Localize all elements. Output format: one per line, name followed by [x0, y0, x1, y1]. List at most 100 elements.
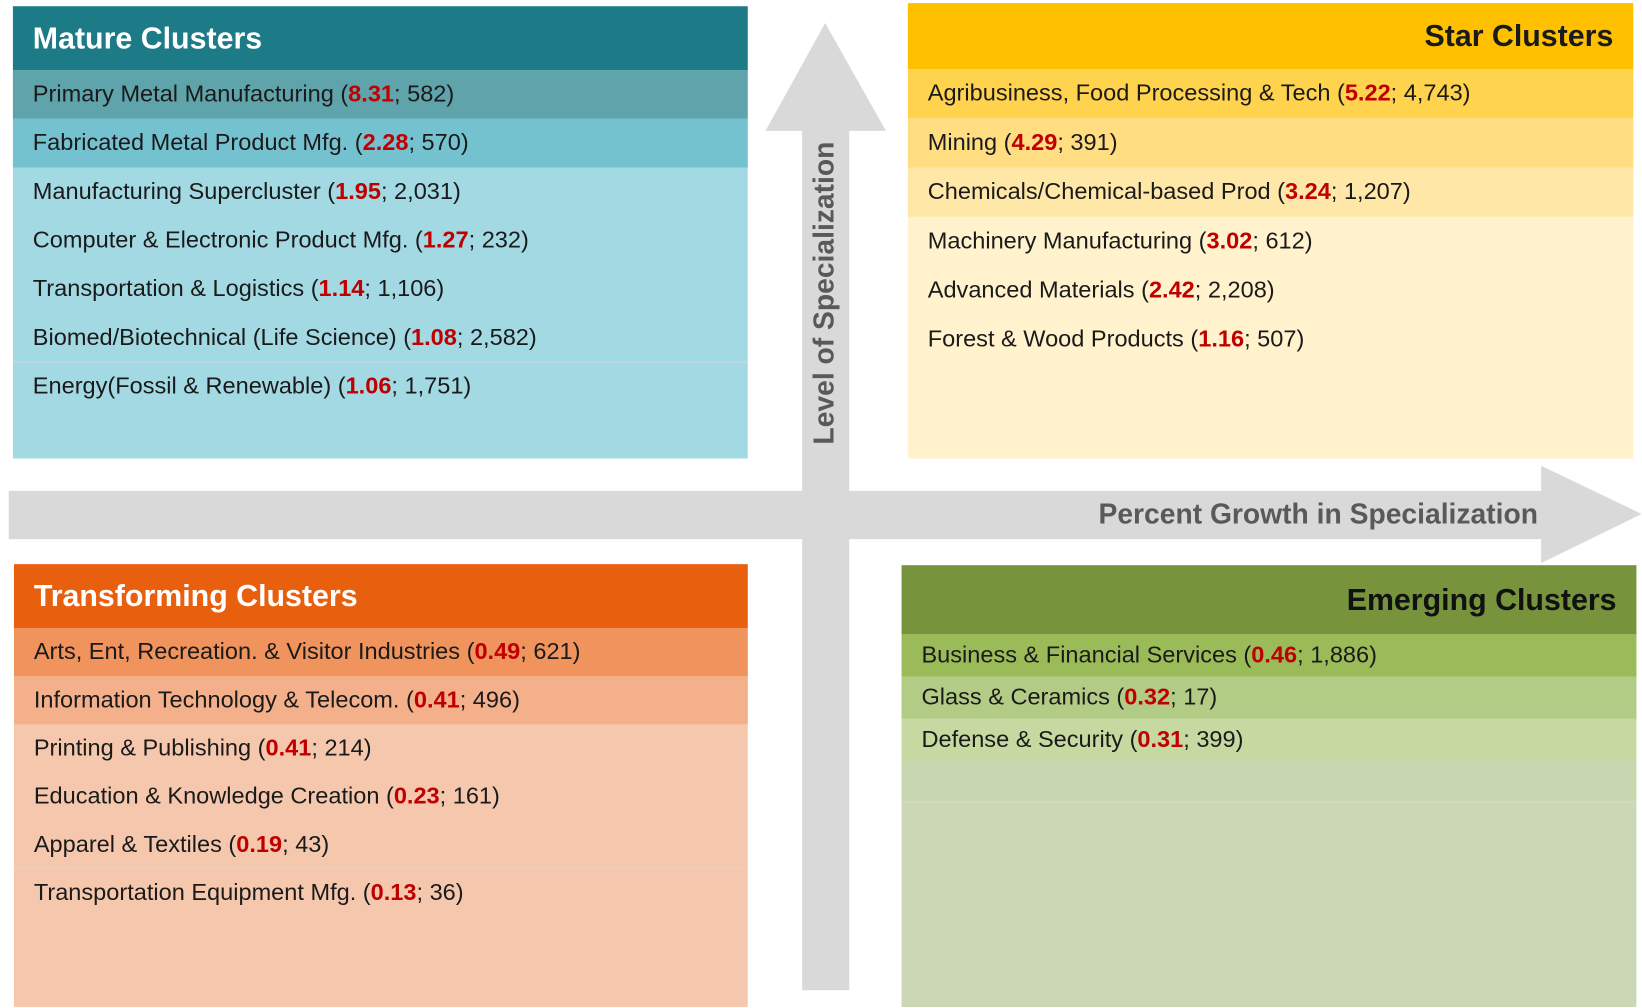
- row-band: [901, 634, 1637, 677]
- row-band: [901, 718, 1637, 761]
- employment-value: ; 36): [417, 879, 464, 905]
- quadrant-panel: Mature Clusters Primary Metal Manufacturi…: [12, 6, 748, 459]
- employment-value: ; 2,208): [1195, 277, 1275, 303]
- cluster-name: Manufacturing Supercluster (: [33, 178, 335, 204]
- cluster-item: Information Technology & Telecom. (0.41;…: [34, 687, 520, 713]
- cluster-item: Education & Knowledge Creation (0.23; 16…: [34, 783, 500, 809]
- row-band: [13, 628, 748, 677]
- panel-title: Emerging Clusters: [1347, 584, 1617, 617]
- specialization-value: 8.31: [348, 81, 394, 107]
- specialization-value: 1.95: [335, 178, 381, 204]
- cluster-item: Arts, Ent, Recreation. & Visitor Industr…: [34, 638, 581, 664]
- row-band: [12, 70, 748, 119]
- specialization-value: 0.32: [1124, 684, 1170, 710]
- cluster-item: Mining (4.29; 391): [928, 129, 1118, 155]
- cluster-item: Manufacturing Supercluster (1.95; 2,031): [33, 178, 461, 204]
- cluster-name: Arts, Ent, Recreation. & Visitor Industr…: [34, 638, 475, 664]
- row-band: [901, 760, 1637, 804]
- cluster-name: Biomed/Biotechnical (Life Science) (: [33, 324, 411, 350]
- specialization-value: 2.28: [363, 129, 409, 155]
- panel-title-bar: [901, 565, 1637, 635]
- specialization-value: 1.14: [319, 275, 365, 301]
- quadrant-panel: Transforming Clusters Arts, Ent, Recreati…: [13, 564, 748, 1007]
- panel-title: Mature Clusters: [33, 22, 262, 55]
- panel-title: Star Clusters: [1424, 20, 1613, 53]
- cluster-item: Fabricated Metal Product Mfg. (2.28; 570…: [33, 129, 469, 155]
- cluster-name: Glass & Ceramics (: [921, 684, 1124, 710]
- employment-value: ; 161): [440, 783, 500, 809]
- quadrant-panel: Star Clusters Agribusiness, Food Processi…: [907, 3, 1634, 459]
- employment-value: ; 2,031): [381, 178, 461, 204]
- cluster-item: Primary Metal Manufacturing (8.31; 582): [33, 81, 454, 107]
- specialization-value: 1.27: [423, 227, 469, 253]
- specialization-value: 4.29: [1012, 129, 1058, 155]
- cluster-item: Chemicals/Chemical-based Prod (3.24; 1,2…: [928, 178, 1411, 204]
- specialization-value: 2.42: [1149, 277, 1195, 303]
- panel-title-bar: [907, 3, 1634, 70]
- cluster-name: Chemicals/Chemical-based Prod (: [928, 178, 1285, 204]
- employment-value: ; 17): [1170, 684, 1217, 710]
- row-band: [13, 676, 748, 725]
- cluster-item: Printing & Publishing (0.41; 214): [34, 735, 372, 761]
- employment-value: ; 2,582): [457, 324, 537, 350]
- specialization-value: 1.08: [411, 324, 457, 350]
- panel-title-bar: [13, 564, 748, 629]
- employment-value: ; 1,207): [1331, 178, 1411, 204]
- employment-value: ; 214): [311, 735, 371, 761]
- specialization-value: 0.49: [474, 638, 520, 664]
- cluster-name: Mining (: [928, 129, 1012, 155]
- specialization-value: 5.22: [1345, 80, 1391, 106]
- panel-title: Transforming Clusters: [34, 580, 358, 613]
- cluster-item: Transportation Equipment Mfg. (0.13; 36): [34, 879, 464, 905]
- cluster-name: Advanced Materials (: [928, 277, 1149, 303]
- employment-value: ; 582): [394, 81, 454, 107]
- cluster-item: Business & Financial Services (0.46; 1,8…: [921, 642, 1377, 668]
- specialization-value: 3.24: [1285, 178, 1331, 204]
- employment-value: ; 612): [1252, 228, 1312, 254]
- cluster-item: Biomed/Biotechnical (Life Science) (1.08…: [33, 324, 537, 350]
- row-band: [907, 118, 1634, 168]
- cluster-name: Transportation Equipment Mfg. (: [34, 879, 371, 905]
- cluster-name: Transportation & Logistics (: [33, 275, 319, 301]
- cluster-name: Primary Metal Manufacturing (: [33, 81, 349, 107]
- vertical-axis-label: Level of Specialization: [808, 142, 840, 445]
- cluster-item: Glass & Ceramics (0.32; 17): [921, 684, 1217, 710]
- employment-value: ; 399): [1183, 726, 1243, 752]
- panels: Mature Clusters Primary Metal Manufacturi…: [12, 3, 1637, 1007]
- specialization-value: 0.41: [414, 687, 460, 713]
- cluster-item: Agribusiness, Food Processing & Tech (5.…: [928, 80, 1471, 106]
- cluster-item: Defense & Security (0.31; 399): [921, 726, 1243, 752]
- cluster-name: Machinery Manufacturing (: [928, 228, 1207, 254]
- employment-value: ; 496): [460, 687, 520, 713]
- cluster-item: Transportation & Logistics (1.14; 1,106): [33, 275, 444, 301]
- employment-value: ; 570): [408, 129, 468, 155]
- panel-title-bar: [12, 6, 748, 71]
- cluster-item: Machinery Manufacturing (3.02; 612): [928, 228, 1313, 254]
- cluster-name: Fabricated Metal Product Mfg. (: [33, 129, 363, 155]
- specialization-value: 0.46: [1251, 642, 1297, 668]
- specialization-value: 3.02: [1207, 228, 1253, 254]
- specialization-value: 0.31: [1137, 726, 1183, 752]
- specialization-value: 0.41: [266, 735, 312, 761]
- row-band: [907, 167, 1634, 217]
- cluster-item: Energy(Fossil & Renewable) (1.06; 1,751): [33, 373, 471, 399]
- cluster-item: Advanced Materials (2.42; 2,208): [928, 277, 1275, 303]
- employment-value: ; 43): [282, 831, 329, 857]
- employment-value: ; 232): [469, 227, 529, 253]
- horizontal-arrow: [8, 465, 1642, 564]
- cluster-name: Defense & Security (: [921, 726, 1137, 752]
- employment-value: ; 1,106): [364, 275, 444, 301]
- cluster-name: Energy(Fossil & Renewable) (: [33, 373, 346, 399]
- cluster-name: Forest & Wood Products (: [928, 326, 1199, 352]
- cluster-name: Information Technology & Telecom. (: [34, 687, 414, 713]
- specialization-value: 0.23: [394, 783, 440, 809]
- cluster-item: Apparel & Textiles (0.19; 43): [34, 831, 329, 857]
- employment-value: ; 1,886): [1297, 642, 1377, 668]
- cluster-name: Business & Financial Services (: [921, 642, 1251, 668]
- employment-value: ; 621): [520, 638, 580, 664]
- specialization-value: 1.16: [1198, 326, 1244, 352]
- cluster-name: Education & Knowledge Creation (: [34, 783, 394, 809]
- employment-value: ; 1,751): [391, 373, 471, 399]
- cluster-name: Computer & Electronic Product Mfg. (: [33, 227, 423, 253]
